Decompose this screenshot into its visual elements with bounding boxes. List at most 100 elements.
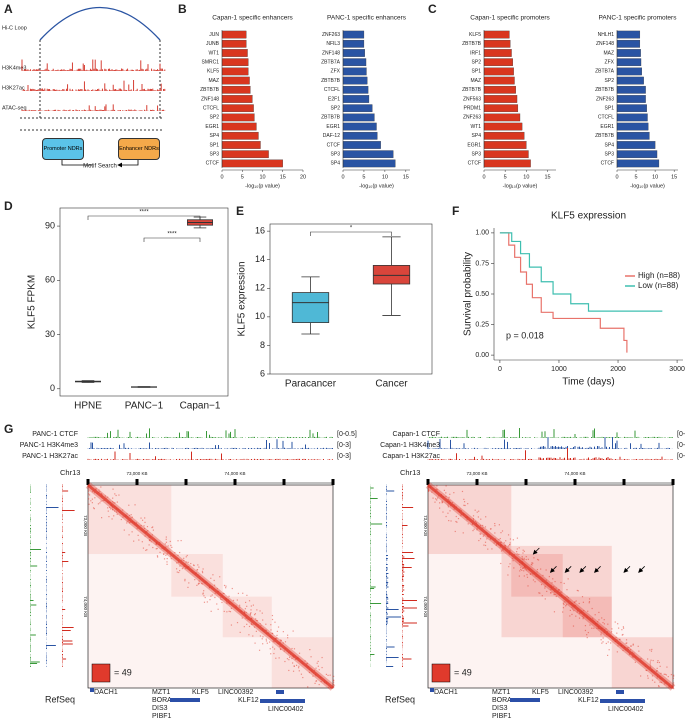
speck xyxy=(247,619,249,621)
speck xyxy=(499,537,501,540)
bar xyxy=(483,131,525,140)
x-tick-label: 0 xyxy=(615,174,618,180)
speck xyxy=(588,600,591,603)
track-range: [0-3] xyxy=(677,442,685,449)
speck xyxy=(309,648,311,651)
speck xyxy=(484,526,487,528)
bar xyxy=(483,76,515,85)
speck xyxy=(494,522,496,525)
speck xyxy=(246,605,248,607)
speck xyxy=(453,492,455,494)
speck xyxy=(293,648,296,650)
speck xyxy=(521,567,524,570)
speck xyxy=(562,602,565,604)
speck xyxy=(503,542,505,544)
speck xyxy=(572,625,575,627)
speck xyxy=(602,641,604,643)
speck xyxy=(152,526,154,528)
bar xyxy=(483,85,516,94)
arrow xyxy=(623,566,631,573)
speck xyxy=(239,604,241,606)
sig-bracket xyxy=(143,237,201,242)
speck xyxy=(245,611,247,614)
speck xyxy=(284,660,286,663)
speck xyxy=(159,551,161,553)
y-tick-label: ZNF263 xyxy=(463,115,481,121)
gene-label: MZT1 xyxy=(152,689,170,696)
speck xyxy=(487,548,489,550)
speck xyxy=(180,539,182,542)
speck xyxy=(509,538,512,540)
speck xyxy=(145,549,147,551)
chart-title: PANC-1 specific promoters xyxy=(599,15,678,22)
speck xyxy=(88,498,90,500)
y-tick-label: 6 xyxy=(260,368,265,378)
speck xyxy=(673,675,675,677)
x-tick-label: 10 xyxy=(382,174,388,180)
speck xyxy=(95,488,97,491)
speck xyxy=(239,631,241,633)
speck xyxy=(262,619,264,621)
speck xyxy=(271,618,274,621)
arrow xyxy=(549,566,557,573)
speck xyxy=(438,495,440,497)
speck xyxy=(163,558,166,560)
speck xyxy=(474,520,477,523)
speck xyxy=(441,500,443,502)
ruler-label: 73,000 KB xyxy=(83,515,88,536)
speck xyxy=(179,569,181,572)
speck xyxy=(135,522,138,524)
gene-label: LINC00402 xyxy=(268,706,304,713)
speck xyxy=(126,520,128,522)
speck xyxy=(573,601,576,604)
speck xyxy=(431,491,433,493)
speck xyxy=(603,623,606,625)
bar xyxy=(483,122,523,131)
speck xyxy=(584,625,587,627)
bar xyxy=(483,159,531,168)
y-tick-label: 0 xyxy=(50,383,55,393)
speck xyxy=(625,642,627,644)
speck xyxy=(288,669,290,672)
speck xyxy=(523,570,525,572)
speck xyxy=(216,603,218,605)
speck xyxy=(479,533,481,535)
speck xyxy=(498,524,500,526)
speck xyxy=(228,595,230,597)
bar xyxy=(221,76,250,85)
speck xyxy=(265,638,267,640)
speck xyxy=(616,632,618,634)
speck xyxy=(486,535,489,538)
speck xyxy=(152,546,154,549)
y-tick-label: ZBTB7A xyxy=(321,60,341,66)
speck xyxy=(435,488,437,490)
speck xyxy=(645,669,647,671)
bar xyxy=(616,76,644,85)
speck xyxy=(150,541,152,543)
speck xyxy=(178,571,180,574)
gene-label: DACH1 xyxy=(434,689,458,696)
speck xyxy=(600,639,602,641)
speck xyxy=(509,544,511,546)
speck xyxy=(536,558,539,561)
gene-label: KLF12 xyxy=(578,697,599,704)
speck xyxy=(606,631,608,633)
bar xyxy=(221,58,249,67)
speck xyxy=(291,657,293,660)
sig-bracket xyxy=(310,231,392,236)
gene-label: BORA xyxy=(152,697,172,704)
speck xyxy=(582,615,584,618)
speck xyxy=(243,611,246,613)
speck xyxy=(516,553,518,555)
speck xyxy=(597,627,599,629)
bar xyxy=(616,113,648,122)
speck xyxy=(196,569,198,571)
speck xyxy=(555,595,557,598)
gene-body xyxy=(600,699,645,703)
x-tick-label: 0 xyxy=(482,174,485,180)
speck xyxy=(472,515,475,517)
speck xyxy=(563,603,565,605)
gene-body xyxy=(260,699,305,703)
speck xyxy=(229,611,232,613)
plot-frame xyxy=(59,207,229,397)
